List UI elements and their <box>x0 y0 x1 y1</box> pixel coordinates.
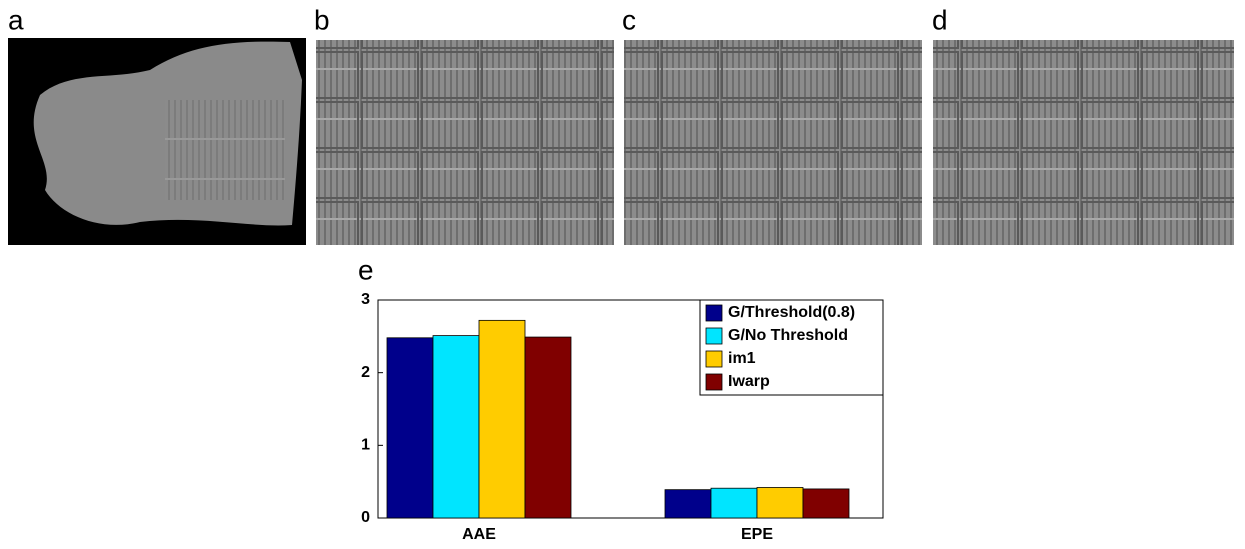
y-tick-label: 2 <box>361 364 370 381</box>
x-tick-label: AAE <box>462 526 496 543</box>
legend-label: G/Threshold(0.8) <box>728 304 855 321</box>
bar <box>710 487 758 519</box>
y-tick-label: 3 <box>361 291 370 308</box>
x-tick-label: EPE <box>741 526 773 543</box>
bar <box>664 489 712 519</box>
panel-label: a <box>8 4 24 35</box>
panel-label: d <box>932 4 948 35</box>
legend-swatch <box>705 350 723 368</box>
bar <box>478 319 526 519</box>
legend-label: Iwarp <box>728 373 770 390</box>
legend-box <box>699 299 884 396</box>
image-b <box>316 40 614 245</box>
image-d <box>933 40 1234 245</box>
bar <box>432 335 480 519</box>
image-c <box>624 40 922 245</box>
y-tick-label: 0 <box>361 509 370 526</box>
panel-label: c <box>622 4 636 35</box>
bar <box>756 487 804 519</box>
legend-swatch <box>705 327 723 345</box>
legend-label: im1 <box>728 350 756 367</box>
legend-swatch <box>705 304 723 322</box>
panel-label: e <box>358 254 374 285</box>
bar <box>524 336 572 519</box>
image-a <box>8 38 306 245</box>
axes-box <box>377 299 884 519</box>
legend-swatch <box>705 373 723 391</box>
panel-label: b <box>314 4 330 35</box>
y-tick-label: 1 <box>361 437 370 454</box>
bar <box>386 337 434 519</box>
legend-label: G/No Threshold <box>728 327 848 344</box>
bar <box>802 488 850 519</box>
